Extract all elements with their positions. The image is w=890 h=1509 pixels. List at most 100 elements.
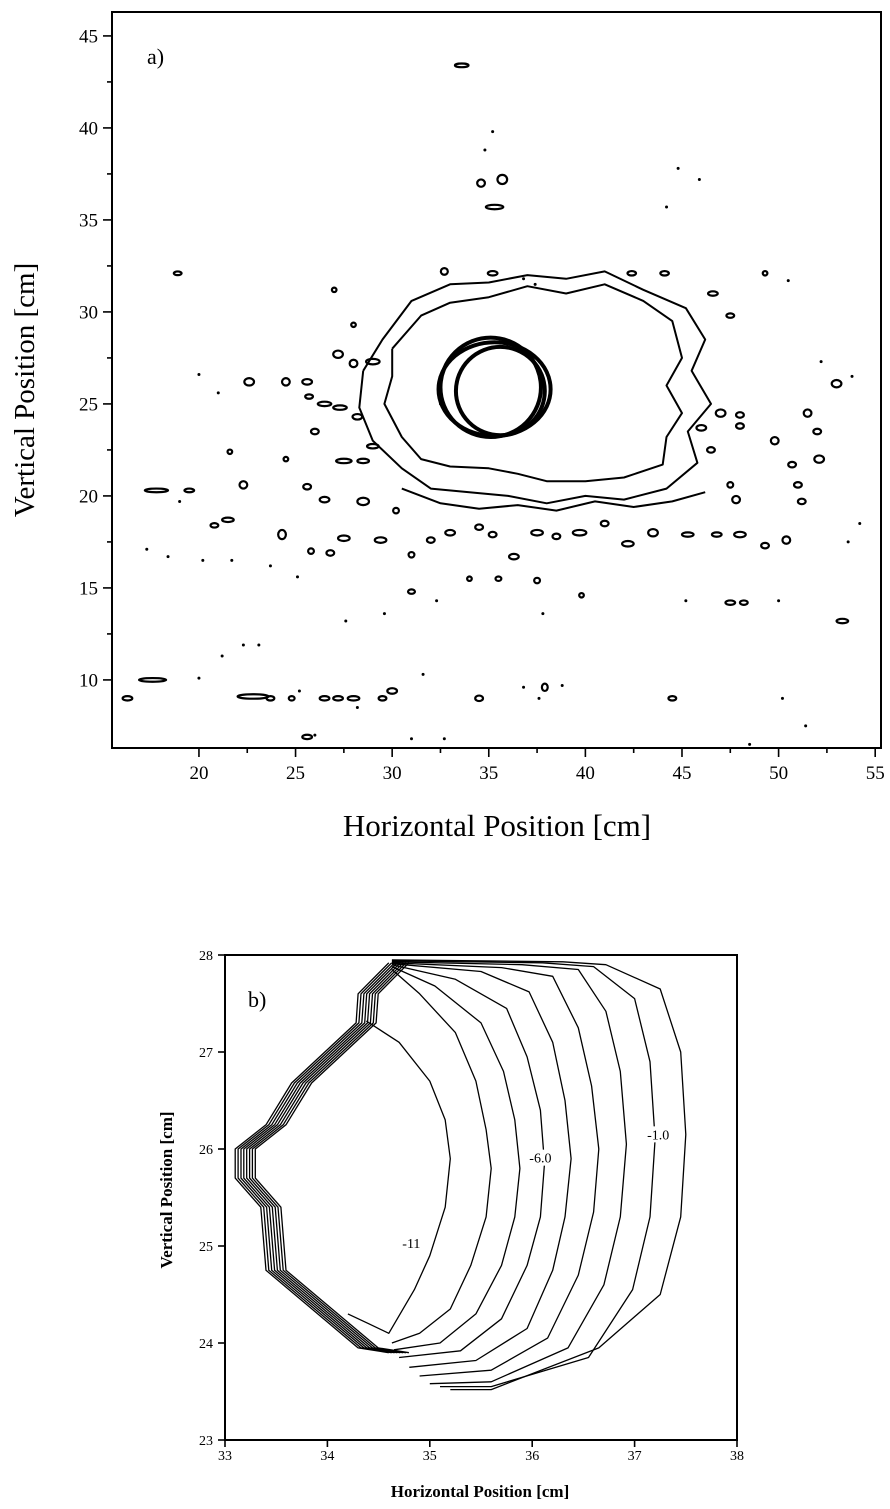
contour-blob	[332, 349, 344, 360]
contour-speck	[541, 612, 545, 616]
contour-blob	[302, 482, 313, 491]
contour-plot-a: 20 25 30 35 40 45 50 55 10 15 20 25 30 35 40 45 a) Hori…	[9, 11, 885, 843]
contour-blob	[301, 733, 314, 741]
contour-blob	[714, 408, 727, 418]
contour-speck	[850, 374, 854, 378]
x-tick-label: 45	[672, 763, 691, 784]
x-axis-label-a: Horizontal Position [cm]	[343, 808, 651, 843]
contour-blob	[356, 457, 371, 465]
contour-label-bg	[524, 1149, 557, 1166]
contour-line	[391, 962, 600, 1377]
contour-speck	[241, 643, 245, 647]
contour-speck	[313, 733, 317, 737]
contour-blob	[309, 427, 320, 436]
contour-blob	[236, 693, 270, 700]
x-tick-label: 55	[866, 763, 885, 784]
contour-blob	[680, 531, 695, 538]
contour-label-bg	[642, 1126, 675, 1143]
contour-blob	[301, 377, 314, 386]
contour-line	[391, 960, 656, 1388]
contour-blob	[365, 442, 380, 450]
x-tick-label: 36	[525, 1449, 539, 1464]
contour-blob	[330, 286, 338, 294]
contours-b: -11 -6.0 -1.0	[234, 959, 687, 1391]
x-tick-label: 38	[730, 1449, 744, 1464]
contour-blob	[787, 460, 798, 469]
contour-speck	[201, 558, 205, 562]
y-tick-label: 15	[79, 579, 98, 600]
contour-speck	[178, 499, 182, 503]
contour-blob	[282, 455, 290, 463]
contour-blob	[725, 312, 736, 319]
x-tick-label: 30	[383, 763, 402, 784]
contour-blob	[335, 457, 353, 465]
contour-speck	[684, 599, 688, 603]
contour-speck	[435, 599, 439, 603]
contour-speck	[220, 654, 224, 658]
contour-blob	[599, 519, 610, 528]
contour-blob	[726, 481, 735, 489]
contour-blob	[835, 617, 850, 625]
contour-blob	[792, 481, 803, 489]
contour-blob	[769, 435, 780, 446]
contour-blob	[496, 173, 509, 186]
contour-speck	[295, 575, 299, 579]
contour-blob	[484, 203, 505, 211]
contour-blob	[356, 496, 371, 507]
contour-blob	[453, 62, 470, 69]
contour-blob	[761, 269, 769, 277]
contour-blob	[738, 599, 749, 606]
x-tick-label: 20	[189, 763, 208, 784]
contour-speck	[145, 547, 149, 551]
x-tick-label: 35	[423, 1449, 437, 1464]
contour-blob	[351, 412, 364, 421]
contour-blob	[507, 552, 520, 561]
contour-blob	[425, 536, 436, 544]
contour-speck	[537, 696, 541, 700]
contour-blob	[813, 454, 826, 464]
contour-line	[246, 962, 401, 1354]
x-axis-label-b: Horizontal Position [cm]	[391, 1482, 569, 1501]
contour-blob	[280, 377, 291, 387]
contour-blob	[760, 541, 771, 550]
x-tick-label: 50	[769, 763, 788, 784]
contour-speck	[533, 282, 537, 286]
contour-blob	[706, 446, 716, 454]
y-tick-label: 10	[79, 671, 98, 692]
contour-blob	[238, 480, 249, 490]
contour-blob	[392, 506, 401, 515]
contour-speck	[522, 277, 526, 281]
contour-blob	[695, 423, 708, 432]
contour-line	[248, 962, 404, 1354]
contour-blob	[325, 549, 336, 557]
contour-speck	[676, 166, 680, 170]
y-axis-label-b: Vertical Position [cm]	[157, 1111, 176, 1268]
contour-blob	[667, 695, 678, 702]
contour-line	[391, 959, 687, 1391]
contour-speck	[780, 696, 784, 700]
contour-blob	[540, 682, 549, 693]
contour-line	[383, 283, 683, 483]
contour-speck	[268, 564, 272, 568]
contour-blob	[733, 530, 747, 539]
contour-level-label: -6.0	[529, 1152, 551, 1167]
x-tick-label: 40	[576, 763, 595, 784]
contour-blob	[332, 695, 344, 702]
contour-blob	[444, 528, 457, 537]
contour-blob	[307, 547, 316, 555]
contour-speck	[777, 599, 781, 603]
contour-blob	[287, 695, 296, 702]
contour-blob	[796, 497, 807, 506]
x-tick-label: 35	[479, 763, 498, 784]
contour-blob	[533, 576, 542, 585]
axes-frame-b	[224, 954, 738, 1441]
contour-line	[234, 962, 390, 1354]
x-tick-label: 33	[218, 1449, 232, 1464]
y-axis-label-a: Vertical Position [cm]	[9, 263, 41, 518]
contour-line	[391, 963, 572, 1368]
contour-speck	[230, 558, 234, 562]
y-tick-label: 28	[199, 949, 213, 964]
contour-blob	[386, 687, 399, 695]
contour-line	[254, 962, 410, 1354]
contour-level-label: -11	[402, 1237, 420, 1252]
